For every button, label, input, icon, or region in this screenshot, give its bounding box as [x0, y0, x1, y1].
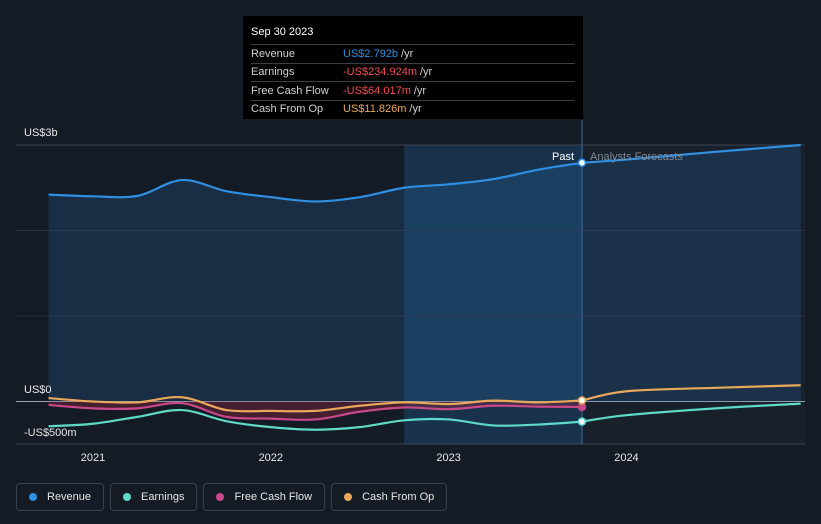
y-label-neg500m: -US$500m: [24, 427, 77, 439]
tooltip-row-earnings: Earnings -US$234.924m /yr: [251, 62, 575, 82]
forecast-label: Analysts Forecasts: [590, 151, 683, 163]
tooltip-row-revenue: Revenue US$2.792b /yr: [251, 44, 575, 63]
tooltip-label: Revenue: [251, 47, 296, 60]
legend-label: Revenue: [47, 491, 92, 503]
series-line-cash-from-op: [48, 395, 583, 413]
tooltip-row-free-cash-flow: Free Cash Flow -US$64.017m /yr: [251, 81, 575, 100]
y-label-3b: US$3b: [24, 127, 58, 139]
forecast-line-revenue: [581, 143, 801, 164]
series-line-revenue: [48, 161, 583, 203]
tooltip-value: -US$64.017m: [343, 84, 411, 97]
tooltip-unit: /yr: [413, 84, 427, 97]
axis-labels: US$3b US$0 -US$500m 2021 2022 2023 2024 Past Ana…: [24, 127, 683, 464]
highlight-band: [404, 145, 582, 444]
legend-item-free-cash-flow[interactable]: Free Cash Flow: [203, 483, 326, 511]
forecast-line-cash-from-op: [581, 384, 801, 402]
legend-dot-icon: [344, 493, 353, 501]
legend-label: Free Cash Flow: [234, 491, 313, 503]
revenue-area: [48, 145, 801, 402]
tooltip-date: Sep 30 2023: [251, 26, 314, 38]
tooltip-unit: /yr: [420, 66, 433, 79]
series-line-free-cash-flow: [48, 401, 583, 421]
legend-item-revenue[interactable]: Revenue: [16, 483, 105, 511]
legend-dot-icon: [123, 493, 132, 501]
x-tick-label: 2023: [436, 452, 460, 464]
legend: Revenue Earnings Free Cash Flow Cash Fro…: [16, 483, 448, 511]
tooltip: Sep 30 2023 Revenue US$2.792b /yr Earnin…: [243, 16, 583, 119]
legend-item-earnings[interactable]: Earnings: [110, 483, 198, 511]
forecast-line-earnings: [581, 402, 801, 423]
tooltip-value: US$11.826m: [343, 103, 407, 116]
tooltip-value: US$2.792b: [343, 47, 399, 60]
series-lines: [48, 143, 801, 431]
legend-dot-icon: [216, 493, 225, 501]
series-line-earnings: [48, 408, 583, 431]
tooltip-label: Cash From Op: [251, 103, 324, 116]
marker-cash-from-op: [577, 396, 587, 405]
legend-label: Earnings: [141, 491, 185, 503]
y-label-0: US$0: [24, 384, 52, 396]
tooltip-label: Earnings: [251, 66, 295, 79]
x-tick-label: 2024: [614, 452, 638, 464]
tooltip-value: -US$234.924m: [343, 66, 417, 79]
past-label: Past: [552, 151, 574, 163]
tooltip-unit: /yr: [409, 103, 422, 116]
tooltip-row-cash-from-op: Cash From Op US$11.826m /yr: [251, 99, 575, 119]
legend-dot-icon: [29, 493, 37, 501]
marker-revenue: [577, 158, 587, 168]
tooltip-unit: /yr: [401, 47, 414, 60]
legend-item-cash-from-op[interactable]: Cash From Op: [331, 483, 448, 511]
tooltip-label: Free Cash Flow: [251, 84, 329, 97]
marker-earnings: [577, 417, 587, 426]
series-markers: [577, 158, 587, 426]
chart-background: [404, 145, 805, 444]
x-tick-label: 2022: [259, 452, 283, 464]
x-tick-label: 2021: [81, 452, 105, 464]
legend-label: Cash From Op: [362, 491, 435, 503]
forecast-region: [582, 145, 805, 444]
